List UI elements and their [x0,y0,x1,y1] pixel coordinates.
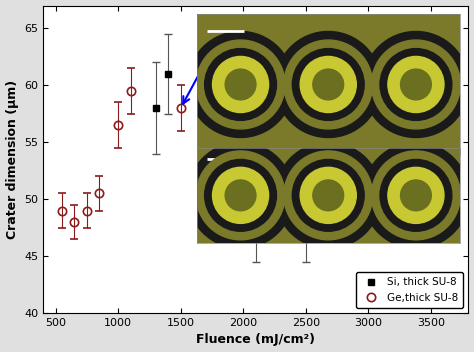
Ellipse shape [225,180,256,211]
Ellipse shape [300,167,356,224]
Ellipse shape [388,167,444,224]
Ellipse shape [205,159,276,231]
Ellipse shape [401,180,431,211]
Ellipse shape [388,56,444,113]
Ellipse shape [205,49,276,120]
Ellipse shape [313,180,344,211]
Ellipse shape [372,40,460,129]
Ellipse shape [292,49,364,120]
Ellipse shape [313,69,344,100]
Ellipse shape [212,56,269,113]
Ellipse shape [401,69,431,100]
Y-axis label: Crater dimension (µm): Crater dimension (µm) [6,80,18,239]
Ellipse shape [292,159,364,231]
Ellipse shape [363,142,469,249]
X-axis label: Fluence (mJ/cm²): Fluence (mJ/cm²) [196,333,315,346]
Legend: Si, thick SU-8, Ge,thick SU-8: Si, thick SU-8, Ge,thick SU-8 [356,272,463,308]
Ellipse shape [380,49,452,120]
Ellipse shape [380,159,452,231]
Ellipse shape [275,31,381,138]
Ellipse shape [196,151,285,240]
Ellipse shape [284,151,373,240]
Ellipse shape [372,151,460,240]
Ellipse shape [188,31,293,138]
Ellipse shape [275,142,381,249]
Ellipse shape [300,56,356,113]
Ellipse shape [363,31,469,138]
Ellipse shape [196,40,285,129]
Ellipse shape [284,40,373,129]
Ellipse shape [225,69,256,100]
Ellipse shape [188,142,293,249]
Ellipse shape [212,167,269,224]
